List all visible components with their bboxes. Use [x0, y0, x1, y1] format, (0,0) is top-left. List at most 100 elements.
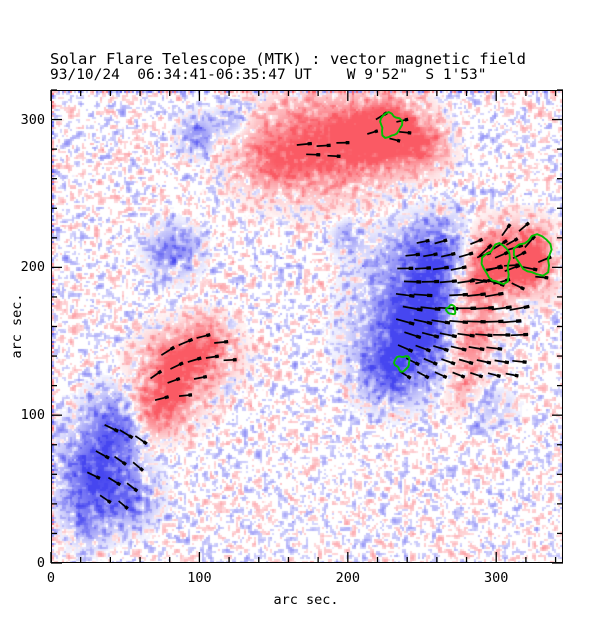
field-vector	[389, 137, 401, 143]
field-vector	[214, 339, 229, 344]
magnetogram-image	[52, 91, 562, 562]
field-vector	[405, 252, 420, 257]
field-vector	[476, 359, 492, 365]
field-vector	[522, 266, 538, 272]
field-vector	[505, 372, 519, 378]
field-vector	[423, 252, 438, 258]
field-vector	[395, 318, 415, 326]
field-vector	[491, 305, 512, 311]
y-tick-label: 200	[20, 259, 45, 276]
field-vector	[99, 494, 112, 504]
field-vector	[505, 237, 519, 246]
field-vector	[470, 371, 484, 379]
field-vector	[452, 371, 466, 379]
field-vector	[457, 278, 475, 284]
field-vector	[535, 275, 549, 280]
field-vector	[450, 265, 467, 271]
field-vector	[458, 251, 474, 258]
field-vector	[114, 455, 127, 466]
field-vector	[150, 369, 163, 380]
field-vector	[160, 345, 176, 356]
x-tick-label: 300	[484, 570, 509, 586]
field-vector	[399, 130, 412, 135]
field-vector	[511, 282, 526, 291]
field-vector	[306, 153, 321, 157]
field-vector	[397, 344, 414, 353]
field-vector	[471, 278, 488, 284]
field-vector	[501, 223, 512, 237]
field-vector	[512, 359, 527, 364]
field-vector	[524, 235, 537, 248]
figure-subtitle: 93/10/24 06:34:41-06:35:47 UT W 9'52" S …	[50, 67, 487, 83]
field-vector	[132, 461, 145, 472]
field-vector	[126, 482, 139, 493]
field-vector	[475, 333, 493, 338]
field-vector	[467, 292, 486, 297]
field-vector	[104, 424, 119, 433]
field-vector	[484, 291, 504, 298]
field-vector	[470, 237, 484, 245]
field-vector	[205, 354, 219, 359]
field-vector	[486, 346, 503, 351]
field-vector	[449, 292, 468, 297]
x-axis-label: arc sec.	[273, 592, 339, 608]
field-vector	[167, 376, 181, 384]
field-vector	[134, 435, 148, 446]
y-tick-label: 0	[36, 555, 45, 571]
field-vector	[449, 319, 469, 325]
field-vector	[494, 250, 509, 259]
field-vector	[478, 243, 493, 258]
field-vector	[86, 471, 101, 480]
umbra-contour	[480, 242, 511, 286]
field-vector	[178, 337, 194, 346]
umbra-contour	[392, 355, 411, 373]
y-axis-label: arc sec.	[9, 293, 25, 359]
field-vector	[196, 333, 211, 339]
field-vector	[518, 221, 530, 232]
field-vector	[154, 395, 170, 402]
field-vector	[434, 238, 448, 245]
field-vector	[170, 361, 184, 370]
field-vector	[107, 476, 122, 487]
field-vector	[421, 331, 440, 339]
field-vector	[416, 370, 430, 380]
field-vector	[193, 374, 208, 380]
field-vector	[489, 280, 505, 287]
field-vector	[450, 345, 467, 352]
field-vector	[413, 318, 433, 326]
y-tick-label: 300	[20, 111, 45, 128]
field-vector	[457, 332, 475, 338]
field-vector	[458, 358, 474, 366]
y-tick-label: 100	[20, 407, 45, 424]
field-vector	[431, 319, 451, 325]
field-vector	[367, 129, 379, 135]
field-vector	[420, 306, 441, 312]
magnetogram-plot-area	[51, 90, 563, 563]
field-vector	[404, 331, 422, 340]
field-vector	[494, 359, 510, 365]
x-tick-label: 100	[187, 570, 212, 586]
field-vector	[403, 280, 422, 284]
umbra-contour	[379, 111, 404, 139]
field-vector	[405, 357, 420, 367]
field-vector	[395, 292, 415, 298]
field-vector	[296, 141, 312, 146]
field-vector	[441, 251, 456, 258]
figure-title: Solar Flare Telescope (MTK) : vector mag…	[50, 50, 526, 68]
field-vector	[416, 238, 430, 244]
field-vector	[467, 320, 486, 324]
field-vector	[434, 371, 448, 380]
field-vector	[415, 344, 431, 353]
field-vector	[432, 265, 449, 271]
field-vector	[502, 319, 522, 324]
x-tick-label: 200	[335, 570, 360, 586]
field-vector	[316, 143, 331, 148]
vector-field-overlay	[86, 111, 553, 510]
field-vector	[327, 154, 341, 159]
field-vector	[439, 279, 457, 284]
field-vector	[487, 372, 501, 378]
field-vector	[179, 393, 193, 397]
field-vector	[441, 358, 456, 366]
field-vector	[119, 429, 134, 440]
